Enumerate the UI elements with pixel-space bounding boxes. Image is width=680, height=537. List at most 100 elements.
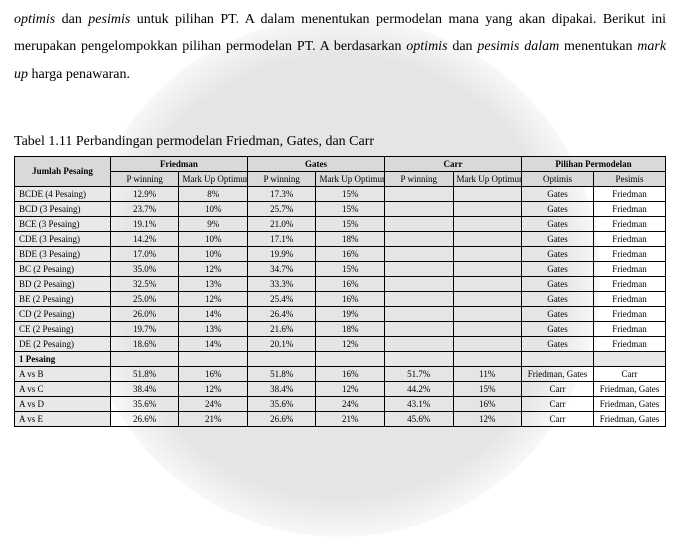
row-label: BCD (3 Pesaing) — [15, 201, 111, 216]
cell-pesimis: Friedman — [593, 261, 665, 276]
cell-f-pwin: 12.9% — [110, 186, 179, 201]
cell-f-markup: 12% — [179, 261, 248, 276]
row-label: BE (2 Pesaing) — [15, 291, 111, 306]
table-row: BC (2 Pesaing)35.0%12%34.7%15%GatesFried… — [15, 261, 666, 276]
cell-c-pwin — [384, 231, 453, 246]
cell-c-markup — [453, 321, 522, 336]
table-section-row: 1 Pesaing — [15, 351, 666, 366]
cell-g-markup: 15% — [316, 186, 385, 201]
cell-optimis: Carr — [522, 396, 594, 411]
table-row: CE (2 Pesaing)19.7%13%21.6%18%GatesFried… — [15, 321, 666, 336]
row-label: A vs E — [15, 411, 111, 426]
cell-g-pwin: 17.3% — [247, 186, 316, 201]
para-pesimis-2: pesimis dalam — [477, 39, 559, 54]
cell-f-markup: 12% — [179, 291, 248, 306]
cell-optimis: Gates — [522, 291, 594, 306]
cell-optimis: Gates — [522, 306, 594, 321]
cell-c-pwin: 43.1% — [384, 396, 453, 411]
header-c-markup: Mark Up Optimum — [453, 171, 522, 186]
cell-pesimis: Friedman — [593, 231, 665, 246]
cell-f-markup: 10% — [179, 231, 248, 246]
table-row: DE (2 Pesaing)18.6%14%20.1%12%GatesFried… — [15, 336, 666, 351]
comparison-table: Jumlah Pesaing Friedman Gates Carr Pilih… — [14, 156, 666, 427]
cell-f-pwin: 23.7% — [110, 201, 179, 216]
table-row: A vs C38.4%12%38.4%12%44.2%15%CarrFriedm… — [15, 381, 666, 396]
cell-c-markup: 12% — [453, 411, 522, 426]
cell-optimis: Carr — [522, 411, 594, 426]
cell-optimis: Gates — [522, 201, 594, 216]
row-label: DE (2 Pesaing) — [15, 336, 111, 351]
cell-c-pwin — [384, 276, 453, 291]
table-row: CDE (3 Pesaing)14.2%10%17.1%18%GatesFrie… — [15, 231, 666, 246]
table-body: BCDE (4 Pesaing)12.9%8%17.3%15%GatesFrie… — [15, 186, 666, 426]
table-row: BCE (3 Pesaing)19.1%9%21.0%15%GatesFried… — [15, 216, 666, 231]
table-row: BE (2 Pesaing)25.0%12%25.4%16%GatesFried… — [15, 291, 666, 306]
header-c-pwin: P winning — [384, 171, 453, 186]
cell-f-markup: 9% — [179, 216, 248, 231]
cell-c-pwin: 44.2% — [384, 381, 453, 396]
cell-optimis: Gates — [522, 336, 594, 351]
cell-f-pwin: 51.8% — [110, 366, 179, 381]
cell-c-markup: 11% — [453, 366, 522, 381]
cell-g-markup: 12% — [316, 381, 385, 396]
cell-pesimis: Friedman — [593, 336, 665, 351]
section-empty — [110, 351, 179, 366]
cell-pesimis: Friedman — [593, 291, 665, 306]
table-row: BCD (3 Pesaing)23.7%10%25.7%15%GatesFrie… — [15, 201, 666, 216]
header-f-markup: Mark Up Optimum — [179, 171, 248, 186]
cell-optimis: Carr — [522, 381, 594, 396]
cell-f-pwin: 26.0% — [110, 306, 179, 321]
table-row: A vs E26.6%21%26.6%21%45.6%12%CarrFriedm… — [15, 411, 666, 426]
cell-c-markup — [453, 186, 522, 201]
section-empty — [593, 351, 665, 366]
header-gates: Gates — [247, 156, 384, 171]
row-label: CDE (3 Pesaing) — [15, 231, 111, 246]
section-label: 1 Pesaing — [15, 351, 111, 366]
cell-c-pwin: 51.7% — [384, 366, 453, 381]
cell-c-pwin — [384, 291, 453, 306]
cell-pesimis: Friedman — [593, 201, 665, 216]
cell-f-pwin: 18.6% — [110, 336, 179, 351]
row-label: BCDE (4 Pesaing) — [15, 186, 111, 201]
cell-f-pwin: 35.0% — [110, 261, 179, 276]
section-empty — [453, 351, 522, 366]
cell-g-markup: 21% — [316, 411, 385, 426]
cell-f-markup: 24% — [179, 396, 248, 411]
cell-g-pwin: 21.0% — [247, 216, 316, 231]
cell-g-pwin: 34.7% — [247, 261, 316, 276]
cell-c-markup — [453, 201, 522, 216]
cell-f-markup: 13% — [179, 276, 248, 291]
table-row: CD (2 Pesaing)26.0%14%26.4%19%GatesFried… — [15, 306, 666, 321]
row-label: A vs B — [15, 366, 111, 381]
row-label: BD (2 Pesaing) — [15, 276, 111, 291]
cell-optimis: Friedman, Gates — [522, 366, 594, 381]
table-row: BD (2 Pesaing)32.5%13%33.3%16%GatesFried… — [15, 276, 666, 291]
cell-pesimis: Friedman — [593, 216, 665, 231]
row-label: CE (2 Pesaing) — [15, 321, 111, 336]
cell-c-pwin: 45.6% — [384, 411, 453, 426]
row-label: A vs C — [15, 381, 111, 396]
table-header-row-2: P winning Mark Up Optimum P winning Mark… — [15, 171, 666, 186]
cell-pesimis: Carr — [593, 366, 665, 381]
cell-f-pwin: 19.7% — [110, 321, 179, 336]
header-carr: Carr — [384, 156, 521, 171]
header-g-markup: Mark Up Optimum — [316, 171, 385, 186]
cell-g-pwin: 38.4% — [247, 381, 316, 396]
cell-pesimis: Friedman, Gates — [593, 381, 665, 396]
cell-c-markup — [453, 276, 522, 291]
cell-c-pwin — [384, 261, 453, 276]
header-jumlah-pesaing: Jumlah Pesaing — [15, 156, 111, 186]
cell-c-markup — [453, 261, 522, 276]
cell-c-markup — [453, 216, 522, 231]
cell-optimis: Gates — [522, 246, 594, 261]
intro-paragraph: optimis dan pesimis untuk pilihan PT. A … — [14, 6, 666, 88]
header-optimis: Optimis — [522, 171, 594, 186]
table-row: A vs B51.8%16%51.8%16%51.7%11%Friedman, … — [15, 366, 666, 381]
cell-g-pwin: 35.6% — [247, 396, 316, 411]
cell-f-pwin: 19.1% — [110, 216, 179, 231]
cell-c-pwin — [384, 321, 453, 336]
section-empty — [179, 351, 248, 366]
cell-pesimis: Friedman — [593, 306, 665, 321]
cell-f-markup: 10% — [179, 201, 248, 216]
row-label: BDE (3 Pesaing) — [15, 246, 111, 261]
